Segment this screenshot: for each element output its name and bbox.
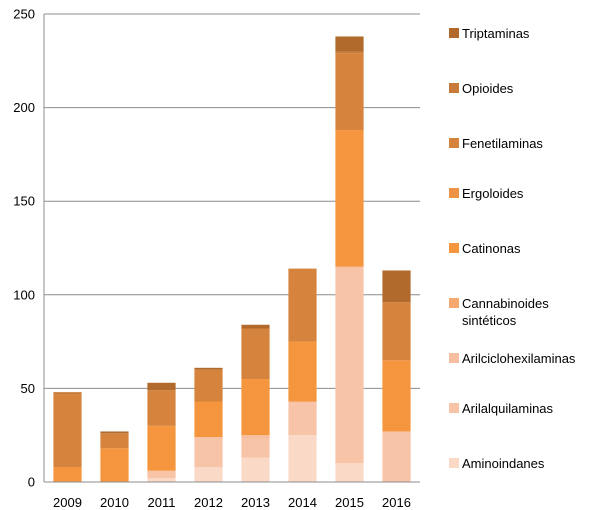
legend: Triptaminas Opioides Fenetilaminas Ergoloid… (449, 0, 591, 510)
bar-segment (335, 53, 364, 131)
bar-segment (194, 437, 223, 468)
bar-segment (194, 367, 223, 370)
bar-segment (241, 324, 270, 329)
bar-segment (335, 266, 364, 269)
legend-item: Aminoindanes (449, 455, 544, 472)
bar-segment (241, 457, 270, 482)
legend-swatch (449, 243, 459, 253)
bar-segment (147, 390, 176, 426)
x-tick-label: 2013 (241, 495, 270, 510)
y-tick-label: 0 (28, 475, 35, 490)
legend-item: Fenetilaminas (449, 135, 543, 152)
x-tick-label: 2015 (335, 495, 364, 510)
legend-swatch (449, 28, 459, 38)
legend-label: Catinonas (462, 241, 521, 256)
legend-label: Arilalquilaminas (462, 401, 554, 416)
bar-segment (147, 470, 176, 479)
legend-item: Ergoloides (449, 185, 523, 202)
y-tick-label: 100 (13, 287, 35, 302)
legend-label: Arilciclohexilaminas (462, 351, 576, 366)
legend-label: Fenetilaminas (462, 136, 543, 151)
bar-segment (147, 425, 176, 471)
bar-segment (335, 51, 364, 54)
bar-segment (241, 379, 270, 436)
y-tick-label: 200 (13, 100, 35, 115)
x-tick-label: 2012 (194, 495, 223, 510)
bar-segment (194, 369, 223, 402)
bar-segment (288, 268, 317, 342)
bar-segment (241, 435, 270, 439)
bar-segment (241, 328, 270, 380)
bar-segment (335, 463, 364, 482)
bar-segment (53, 394, 82, 468)
x-tick-label: 2009 (53, 495, 82, 510)
x-tick-label: 2014 (288, 495, 317, 510)
x-tick-label: 2016 (382, 495, 411, 510)
bar-segment (100, 448, 129, 482)
legend-label: Aminoindanes (462, 456, 545, 471)
legend-swatch (449, 83, 459, 93)
bar-segment (194, 467, 223, 482)
legend-item: Opioides (449, 80, 513, 97)
bar-segment (288, 403, 317, 436)
legend-item: Triptaminas (449, 25, 529, 42)
legend-label: Opioides (462, 81, 514, 96)
x-tick-label: 2011 (148, 495, 176, 510)
legend-label: Triptaminas (462, 26, 530, 41)
bar-segment (241, 438, 270, 458)
bar-segment (335, 130, 364, 267)
bar-segment (335, 36, 364, 52)
bar-segment (335, 268, 364, 464)
legend-swatch (449, 353, 459, 363)
plot-area: 0 50 100 150 200 250 2009 2010 2011 2012 2013 2014 2… (13, 7, 420, 510)
legend-swatch (449, 403, 459, 413)
legend-swatch (449, 458, 459, 468)
legend-swatch (449, 298, 459, 308)
y-tick-label: 150 (13, 194, 35, 209)
y-tick-label: 250 (13, 7, 35, 22)
bar-segment (382, 360, 411, 432)
bar-segment (382, 302, 411, 361)
legend-swatch (449, 138, 459, 148)
legend-label: Cannabinoides sintéticos (462, 296, 549, 328)
bar-segment (382, 270, 411, 303)
legend-item: Arilalquilaminas (449, 400, 553, 417)
bar-segment (382, 431, 411, 482)
x-tick-label: 2010 (100, 495, 129, 510)
legend-swatch (449, 188, 459, 198)
bar-segment (100, 433, 129, 449)
bar-segment (288, 401, 317, 404)
bar-segment (194, 401, 223, 438)
bar-segment (288, 341, 317, 402)
legend-item: Cannabinoides sintéticos (449, 295, 549, 329)
bar-segment (288, 435, 317, 482)
legend-item: Catinonas (449, 240, 521, 257)
y-tick-label: 50 (21, 381, 35, 396)
bar-segment (100, 431, 129, 434)
legend-label: Ergoloides (462, 186, 524, 201)
bar-segment (53, 467, 82, 482)
bar-segment (53, 392, 82, 395)
bar-segment (147, 478, 176, 482)
bar-segment (147, 382, 176, 391)
legend-item: Arilciclohexilaminas (449, 350, 575, 367)
